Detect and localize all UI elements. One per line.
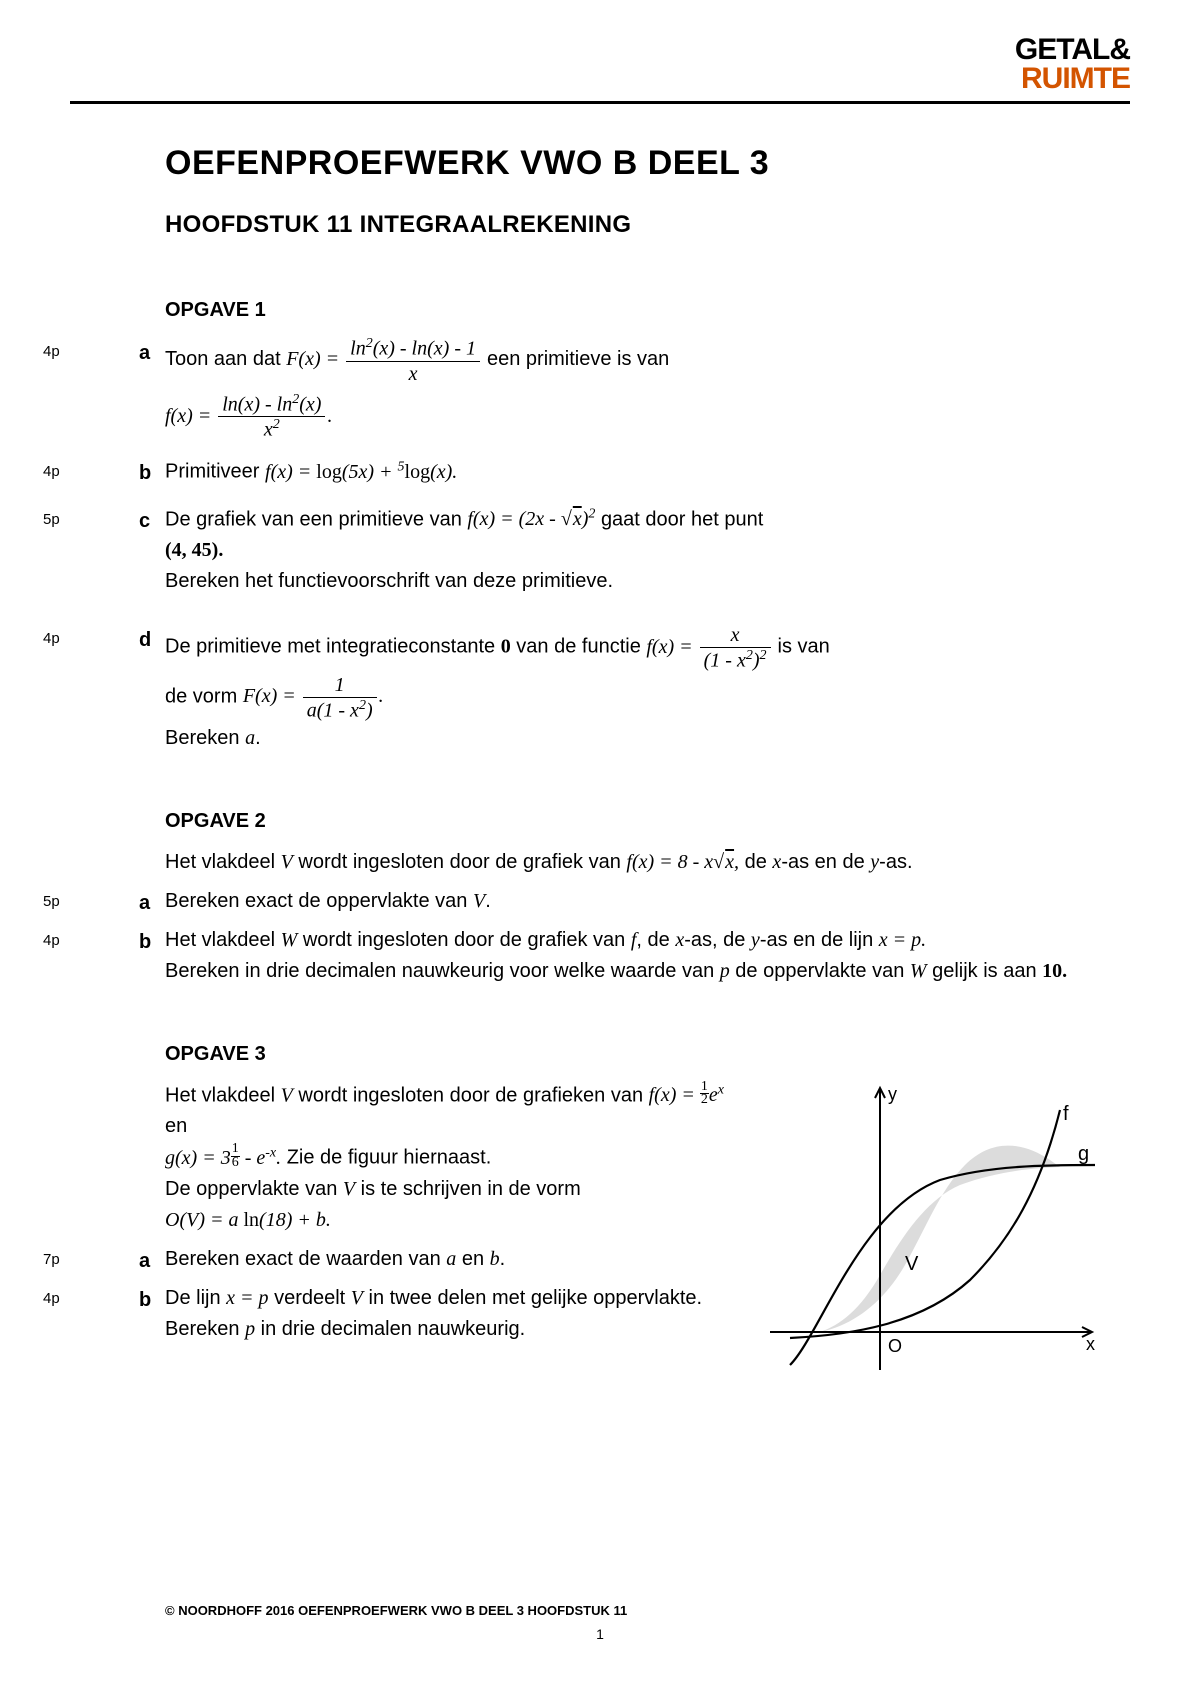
g-label: g: [1078, 1143, 1089, 1165]
points-badge: 4p: [43, 929, 60, 952]
v-label: V: [905, 1253, 919, 1275]
opgave-3-a: 7p a Bereken exact de waarden van a en b…: [165, 1244, 740, 1275]
math-formula: f(x) = (2x - √x)2: [467, 508, 595, 530]
opgave-1-b: 4p b Primitiveer f(x) = log(5x) + 5log(x…: [165, 456, 1100, 488]
text-fragment: de x-as en de y-as.: [745, 851, 913, 873]
math-formula: f(x) = log(5x) + 5log(x).: [265, 461, 457, 483]
opgave-1: OPGAVE 1 4p a Toon aan dat F(x) = ln2(x)…: [165, 299, 1100, 754]
text-fragment: is van: [778, 636, 830, 658]
points-badge: 4p: [43, 340, 60, 363]
item-label: a: [139, 888, 150, 919]
text-fragment: De primitieve met integratieconstante: [165, 636, 501, 658]
opgave-3: OPGAVE 3 Het vlakdeel V wordt ingesloten…: [165, 1043, 1100, 1385]
text-fragment: Primitiveer: [165, 461, 265, 483]
logo-line-1: GETAL&: [1015, 36, 1130, 65]
f-label: f: [1063, 1103, 1069, 1125]
origin-label: O: [888, 1336, 902, 1356]
math-zero: 0: [501, 636, 511, 658]
math-formula: f(x) = ln(x) - ln2(x)x2.: [165, 392, 332, 442]
opgave-1-heading: OPGAVE 1: [165, 299, 1100, 322]
text-fragment: Bereken het functievoorschrift van deze …: [165, 570, 613, 592]
item-label: d: [139, 625, 151, 656]
points-badge: 4p: [43, 627, 60, 650]
item-label: a: [139, 338, 150, 369]
math-formula: f(x) = x(1 - x2)2: [646, 636, 777, 658]
points-badge: 5p: [43, 890, 60, 913]
opgave-1-d: 4p d De primitieve met integratieconstan…: [165, 623, 1100, 753]
text-fragment: een primitieve is van: [487, 348, 669, 370]
item-label: b: [139, 927, 151, 958]
item-text: Primitiveer f(x) = log(5x) + 5log(x).: [165, 461, 457, 483]
opgave-3-figure: y x O f g V: [760, 1080, 1100, 1385]
math-formula: f(x) = 8 - x√x,: [626, 851, 739, 873]
item-text: Bereken exact de oppervlakte van V.: [165, 890, 491, 912]
math-ten: 10.: [1042, 960, 1067, 982]
header: GETAL& RUIMTE: [70, 36, 1130, 101]
page-title: OEFENPROEFWERK VWO B DEEL 3: [165, 144, 1100, 183]
text-fragment: Het vlakdeel V wordt ingesloten door de …: [165, 851, 626, 873]
header-rule: [70, 101, 1130, 104]
item-label: b: [139, 458, 151, 489]
opgave-3-b: 4p b De lijn x = p verdeelt V in twee de…: [165, 1283, 740, 1345]
opgave-3-text: Het vlakdeel V wordt ingesloten door de …: [165, 1080, 740, 1353]
math-formula: F(x) = ln2(x) - ln(x) - 1x: [286, 348, 487, 370]
opgave-2: OPGAVE 2 Het vlakdeel V wordt ingesloten…: [165, 810, 1100, 987]
opgave-3-intro: Het vlakdeel V wordt ingesloten door de …: [165, 1080, 740, 1236]
item-label: a: [139, 1246, 150, 1277]
region-V: [820, 1145, 1060, 1331]
opgave-2-a: 5p a Bereken exact de oppervlakte van V.: [165, 886, 1100, 917]
text-fragment: gaat door het punt: [601, 508, 763, 530]
logo-line-2: RUIMTE: [1015, 65, 1130, 94]
page-content: OEFENPROEFWERK VWO B DEEL 3 HOOFDSTUK 11…: [70, 144, 1130, 1385]
item-label: c: [139, 506, 150, 537]
opgave-2-b: 4p b Het vlakdeel W wordt ingesloten doo…: [165, 925, 1100, 987]
brand-logo: GETAL& RUIMTE: [1015, 36, 1130, 93]
points-badge: 5p: [43, 508, 60, 531]
opgave-3-heading: OPGAVE 3: [165, 1043, 1100, 1066]
text-fragment: De grafiek van een primitieve van: [165, 508, 467, 530]
math-point: (4, 45).: [165, 539, 223, 561]
item-text: De lijn x = p verdeelt V in twee delen m…: [165, 1287, 702, 1340]
item-text: Het vlakdeel W wordt ingesloten door de …: [165, 929, 1067, 982]
page-number: 1: [0, 1626, 1200, 1642]
graph-svg: y x O f g V: [760, 1080, 1100, 1380]
y-label: y: [888, 1084, 897, 1104]
points-badge: 7p: [43, 1248, 60, 1271]
math-formula: F(x) = 1a(1 - x2).: [243, 685, 384, 707]
item-label: b: [139, 1285, 151, 1316]
opgave-1-a: 4p a Toon aan dat F(x) = ln2(x) - ln(x) …: [165, 336, 1100, 442]
opgave-2-intro: Het vlakdeel V wordt ingesloten door de …: [165, 847, 1100, 878]
item-text: Toon aan dat F(x) = ln2(x) - ln(x) - 1x …: [165, 348, 669, 426]
item-text: De primitieve met integratieconstante 0 …: [165, 636, 830, 749]
item-text: De grafiek van een primitieve van f(x) =…: [165, 508, 763, 592]
points-badge: 4p: [43, 1287, 60, 1310]
chapter-title: HOOFDSTUK 11 INTEGRAALREKENING: [165, 211, 1100, 239]
x-label: x: [1086, 1334, 1095, 1354]
text-fragment: van de functie: [516, 636, 646, 658]
text-fragment: de vorm: [165, 685, 243, 707]
points-badge: 4p: [43, 460, 60, 483]
item-text: Bereken exact de waarden van a en b.: [165, 1248, 505, 1270]
opgave-3-body: Het vlakdeel V wordt ingesloten door de …: [165, 1080, 1100, 1385]
text-fragment: Toon aan dat: [165, 348, 286, 370]
footer-copyright: © NOORDHOFF 2016 OEFENPROEFWERK VWO B DE…: [165, 1603, 627, 1618]
opgave-1-c: 5p c De grafiek van een primitieve van f…: [165, 504, 1100, 598]
text-fragment: Bereken a.: [165, 727, 261, 749]
opgave-2-heading: OPGAVE 2: [165, 810, 1100, 833]
